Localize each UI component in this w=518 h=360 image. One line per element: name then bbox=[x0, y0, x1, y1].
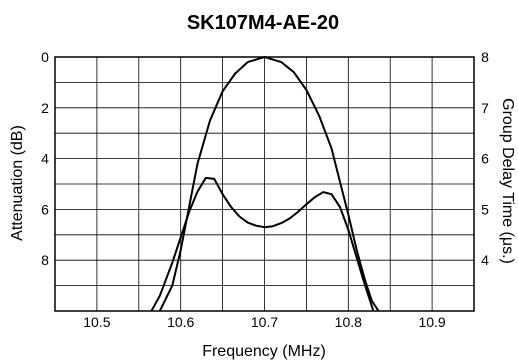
y-right-tick-label: 6 bbox=[481, 151, 489, 167]
y-left-tick-label: 4 bbox=[41, 151, 49, 167]
x-axis-label: Frequency (MHz) bbox=[202, 343, 326, 360]
y-left-tick-label: 0 bbox=[41, 49, 49, 65]
y-right-tick-labels: 8 7 6 5 4 bbox=[481, 49, 489, 268]
y-right-tick-label: 4 bbox=[481, 252, 489, 268]
y-right-axis-label: Group Delay Time (μs.) bbox=[499, 98, 516, 264]
y-left-tick-label: 8 bbox=[41, 252, 49, 268]
x-tick-label: 10.9 bbox=[418, 314, 445, 330]
x-tick-label: 10.6 bbox=[167, 314, 194, 330]
y-right-tick-label: 5 bbox=[481, 201, 489, 217]
plot-frame bbox=[54, 56, 475, 312]
attenuation-curve bbox=[158, 56, 380, 312]
chart-title: SK107M4-AE-20 bbox=[187, 12, 339, 34]
y-left-axis-label: Attenuation (dB) bbox=[9, 125, 26, 241]
x-tick-label: 10.7 bbox=[251, 314, 278, 330]
y-left-tick-labels: 0 2 4 6 8 bbox=[41, 49, 49, 268]
y-right-tick-label: 7 bbox=[481, 100, 489, 116]
grid bbox=[55, 57, 474, 311]
plot-lines bbox=[150, 56, 380, 312]
y-right-tick-label: 8 bbox=[481, 49, 489, 65]
x-tick-labels: 10.5 10.6 10.7 10.8 10.9 bbox=[83, 314, 446, 330]
x-tick-label: 10.8 bbox=[335, 314, 362, 330]
y-left-tick-label: 6 bbox=[41, 201, 49, 217]
group-delay-curve bbox=[150, 176, 375, 312]
x-tick-label: 10.5 bbox=[83, 314, 110, 330]
y-left-tick-label: 2 bbox=[41, 100, 49, 116]
